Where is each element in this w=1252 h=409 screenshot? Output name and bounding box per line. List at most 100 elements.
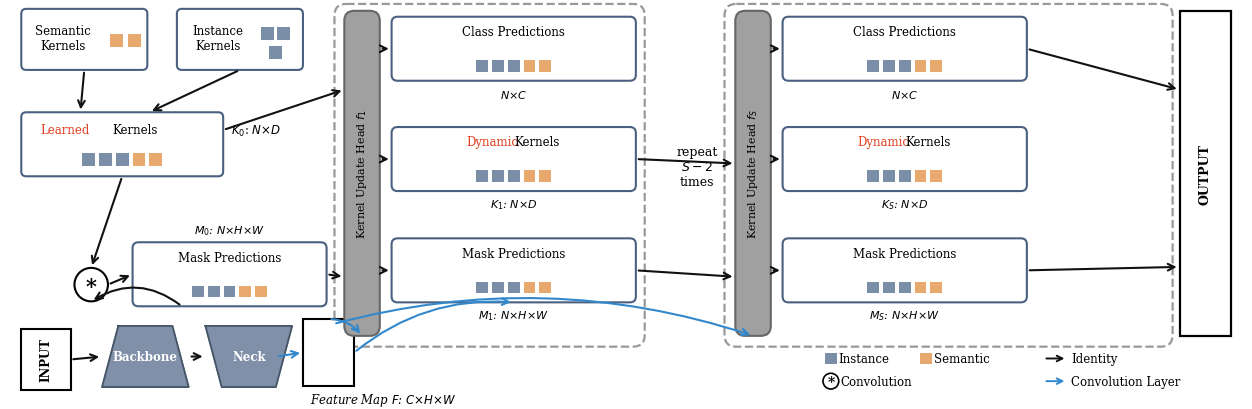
- Bar: [825, 353, 836, 364]
- Bar: [128, 35, 141, 48]
- Text: $M_0$: $N{\times}H{\times}W$: $M_0$: $N{\times}H{\times}W$: [194, 224, 265, 238]
- Bar: [269, 47, 282, 59]
- Bar: [508, 61, 520, 73]
- Text: Identity: Identity: [1072, 352, 1118, 365]
- Text: INPUT: INPUT: [39, 338, 53, 382]
- Text: Kernels: Kernels: [113, 124, 158, 137]
- Bar: [508, 171, 520, 183]
- FancyBboxPatch shape: [782, 128, 1027, 191]
- Bar: [883, 171, 895, 183]
- Text: $K_0$: $N{\times}D$: $K_0$: $N{\times}D$: [232, 123, 282, 138]
- Circle shape: [823, 373, 839, 389]
- Text: OUTPUT: OUTPUT: [1198, 144, 1212, 204]
- Text: $K_1$: $N{\times}D$: $K_1$: $N{\times}D$: [490, 198, 537, 211]
- Text: Class Predictions: Class Predictions: [462, 26, 565, 39]
- Bar: [116, 154, 129, 166]
- Bar: [868, 171, 879, 183]
- Bar: [523, 171, 536, 183]
- Text: Semantic: Semantic: [934, 352, 990, 365]
- Bar: [523, 282, 536, 294]
- Bar: [133, 154, 145, 166]
- Text: Convolution: Convolution: [840, 375, 913, 388]
- Bar: [914, 61, 926, 73]
- Bar: [476, 61, 488, 73]
- Polygon shape: [101, 326, 189, 387]
- Bar: [920, 353, 933, 364]
- Text: Learned: Learned: [40, 124, 89, 137]
- FancyBboxPatch shape: [782, 18, 1027, 81]
- Bar: [476, 282, 488, 294]
- Text: Dynamic: Dynamic: [858, 136, 909, 149]
- Text: $M_S$: $N{\times}H{\times}W$: $M_S$: $N{\times}H{\times}W$: [869, 308, 940, 322]
- Bar: [110, 35, 123, 48]
- Bar: [255, 286, 267, 298]
- FancyBboxPatch shape: [21, 10, 148, 71]
- Bar: [492, 171, 503, 183]
- Bar: [930, 171, 943, 183]
- FancyBboxPatch shape: [735, 12, 771, 336]
- FancyBboxPatch shape: [177, 10, 303, 71]
- Text: Neck: Neck: [232, 350, 265, 363]
- Bar: [883, 282, 895, 294]
- Bar: [540, 282, 551, 294]
- Bar: [914, 282, 926, 294]
- FancyBboxPatch shape: [133, 243, 327, 306]
- Bar: [277, 28, 289, 41]
- Text: Mask Predictions: Mask Predictions: [178, 251, 282, 264]
- Text: Semantic
Kernels: Semantic Kernels: [35, 25, 90, 53]
- Bar: [508, 282, 520, 294]
- Text: repeat
$S-2$
times: repeat $S-2$ times: [676, 146, 717, 189]
- Text: Kernels: Kernels: [515, 136, 560, 149]
- Text: Kernel Update Head $f_S$: Kernel Update Head $f_S$: [746, 109, 760, 239]
- Bar: [899, 171, 910, 183]
- Bar: [492, 282, 503, 294]
- Bar: [868, 282, 879, 294]
- Text: Backbone: Backbone: [113, 350, 178, 363]
- Text: Feature Map $F$: $C{\times}H{\times}W$: Feature Map $F$: $C{\times}H{\times}W$: [309, 391, 456, 408]
- Bar: [899, 61, 910, 73]
- FancyBboxPatch shape: [782, 239, 1027, 303]
- Bar: [149, 154, 162, 166]
- Bar: [99, 154, 111, 166]
- FancyBboxPatch shape: [392, 239, 636, 303]
- Text: *: *: [828, 375, 835, 389]
- Bar: [303, 319, 354, 386]
- Bar: [930, 61, 943, 73]
- Polygon shape: [205, 326, 292, 387]
- Text: Convolution Layer: Convolution Layer: [1072, 375, 1181, 388]
- Text: Dynamic: Dynamic: [466, 136, 518, 149]
- FancyBboxPatch shape: [344, 12, 379, 336]
- Text: Mask Predictions: Mask Predictions: [853, 247, 957, 260]
- Text: Kernels: Kernels: [905, 136, 952, 149]
- Bar: [1179, 12, 1231, 336]
- Bar: [523, 61, 536, 73]
- Bar: [914, 171, 926, 183]
- Bar: [224, 286, 235, 298]
- Bar: [83, 154, 95, 166]
- Bar: [492, 61, 503, 73]
- Text: Instance: Instance: [839, 352, 890, 365]
- Bar: [540, 171, 551, 183]
- Bar: [899, 282, 910, 294]
- Bar: [930, 282, 943, 294]
- Bar: [868, 61, 879, 73]
- Text: Class Predictions: Class Predictions: [854, 26, 957, 39]
- Bar: [192, 286, 204, 298]
- Circle shape: [74, 268, 108, 301]
- Text: Instance
Kernels: Instance Kernels: [193, 25, 244, 53]
- Bar: [208, 286, 220, 298]
- Text: $M_1$: $N{\times}H{\times}W$: $M_1$: $N{\times}H{\times}W$: [478, 308, 550, 322]
- Text: Mask Predictions: Mask Predictions: [462, 247, 566, 260]
- Bar: [21, 329, 70, 390]
- Text: *: *: [85, 276, 96, 296]
- Text: Kernel Update Head $f_1$: Kernel Update Head $f_1$: [356, 109, 369, 238]
- Bar: [262, 28, 274, 41]
- FancyBboxPatch shape: [21, 113, 223, 177]
- FancyBboxPatch shape: [392, 128, 636, 191]
- FancyBboxPatch shape: [392, 18, 636, 81]
- Bar: [540, 61, 551, 73]
- Text: $N{\times}C$: $N{\times}C$: [500, 88, 527, 100]
- Text: $K_S$: $N{\times}D$: $K_S$: $N{\times}D$: [881, 198, 929, 211]
- Bar: [883, 61, 895, 73]
- Bar: [476, 171, 488, 183]
